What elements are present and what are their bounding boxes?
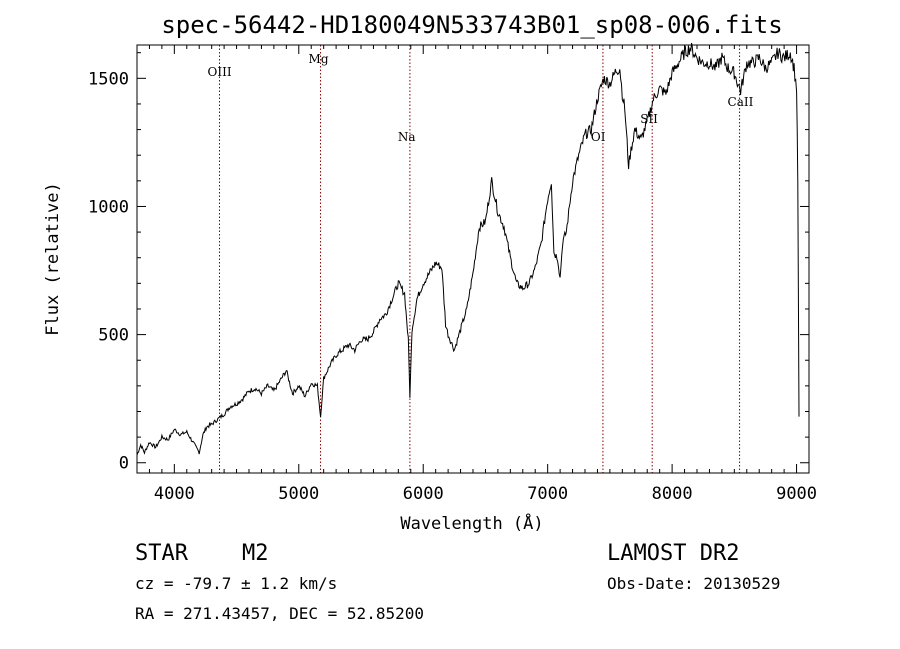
y-axis: 0 500 1000 1500 <box>88 52 809 474</box>
velocity-readout: cz = -79.7 ± 1.2 km/s <box>135 574 337 593</box>
spectral-line-label: OIII <box>208 65 232 79</box>
spectral-line-label: OI <box>591 130 606 144</box>
plot-frame <box>136 44 810 474</box>
y-tick-label: 1000 <box>88 197 129 217</box>
x-tick-label: 5000 <box>278 484 319 504</box>
x-axis: 4000 5000 6000 7000 8000 9000 <box>136 45 817 504</box>
coordinates-readout: RA = 271.43457, DEC = 52.85200 <box>135 604 424 623</box>
y-axis-label: Flux (relative) <box>43 182 63 336</box>
y-tick-label: 1500 <box>88 69 129 89</box>
x-tick-label: 7000 <box>527 484 568 504</box>
survey-name: LAMOST DR2 <box>607 541 739 566</box>
object-subclass: M2 <box>242 541 269 566</box>
object-type: STAR <box>135 541 189 566</box>
x-axis-label: Wavelength (Å) <box>400 512 543 534</box>
x-tick-label: 4000 <box>154 484 195 504</box>
spectral-line-label: CaII <box>728 95 754 109</box>
spectral-line-label: Na <box>398 130 416 144</box>
spectral-line-markers: OIII Mg Na OI SII CaII <box>208 45 754 473</box>
spectrum-line <box>136 42 800 456</box>
x-tick-label: 8000 <box>652 484 693 504</box>
spectrum-series <box>136 42 800 456</box>
x-tick-label: 9000 <box>776 484 817 504</box>
y-tick-label: 0 <box>119 454 129 474</box>
spectral-line-label: Mg <box>309 52 329 66</box>
observation-date: Obs-Date: 20130529 <box>607 574 780 593</box>
spectral-line-label: SII <box>640 112 658 126</box>
y-tick-label: 500 <box>98 326 129 346</box>
x-tick-label: 6000 <box>403 484 444 504</box>
chart-title: spec-56442-HD180049N533743B01_sp08-006.f… <box>161 11 782 39</box>
